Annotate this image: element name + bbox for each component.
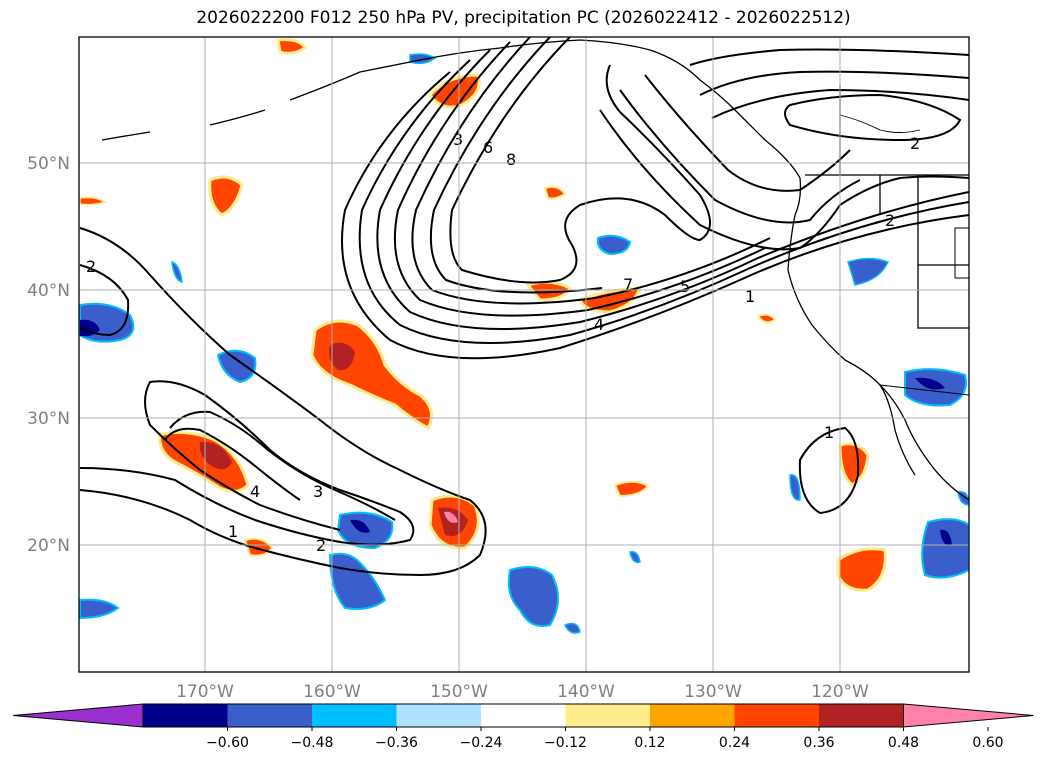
neg-blob (940, 529, 952, 546)
neg-blob (629, 550, 641, 564)
colorbar-tick-label: 0.36 (803, 735, 834, 751)
colorbar-segment (819, 704, 904, 727)
lon-label: 150°W (430, 682, 488, 702)
pv-contour (644, 74, 851, 192)
pos-blob (199, 441, 232, 470)
colorbar-segment (481, 704, 566, 727)
contour-label: 2 (885, 211, 895, 230)
lon-label: 140°W (557, 682, 615, 702)
neg-blob (350, 519, 370, 533)
contour-label: 2 (910, 134, 920, 153)
lon-label: 160°W (303, 682, 361, 702)
pos-blob (756, 313, 777, 324)
pos-blob (543, 185, 567, 200)
contour-label: 7 (623, 275, 633, 294)
pos-blob (444, 511, 458, 523)
lat-label: 40°N (27, 281, 70, 301)
precip-positive-areas (79, 38, 887, 592)
contour-label: 4 (250, 482, 260, 501)
pv-contour (599, 109, 969, 251)
pos-blob (836, 547, 887, 592)
neg-blob (789, 473, 801, 501)
gridlines (79, 37, 969, 672)
map-frame (78, 36, 970, 673)
neg-blob (596, 234, 632, 256)
pv-contour (169, 410, 396, 521)
colorbar-segment (143, 704, 228, 727)
contour-label: 3 (313, 482, 323, 501)
neg-blob (216, 349, 257, 384)
colorbar-border (142, 703, 904, 728)
coastlines (101, 39, 969, 501)
colorbar-segment (565, 704, 651, 727)
colorbar-segment (734, 704, 820, 727)
contour-label: 1 (745, 287, 755, 306)
pv-contour (784, 93, 962, 142)
contour-label: 2 (86, 257, 96, 276)
pv-contour (449, 37, 711, 284)
contour-label: 5 (680, 277, 690, 296)
neg-blob (79, 598, 120, 620)
colorbar-tick-label: 0.12 (634, 735, 665, 751)
pv-contour (711, 88, 969, 119)
contour-label: 4 (594, 315, 604, 334)
pv-contour (79, 264, 130, 337)
neg-blob (921, 518, 969, 579)
pv-contour (393, 41, 766, 317)
precip-negative-areas (79, 53, 969, 634)
lon-label: 120°W (811, 682, 869, 702)
colorbar-extend-max (903, 703, 1034, 728)
neg-blob (507, 565, 559, 627)
map-title: 2026022200 F012 250 hPa PV, precipitatio… (196, 8, 851, 28)
pos-blob (79, 196, 107, 206)
lat-labels: 50°N 40°N 30°N 20°N (27, 154, 70, 556)
neg-blob (847, 257, 890, 286)
colorbar-segment (312, 704, 397, 727)
neg-blob (915, 377, 945, 390)
lat-label: 30°N (27, 409, 70, 429)
colorbar-tick-label: 0.60 (972, 735, 1003, 751)
pv-contour (689, 48, 969, 66)
lon-label: 130°W (684, 682, 742, 702)
colorbar-tick-label: 0.24 (719, 735, 750, 751)
colorbar-extend-min (12, 703, 144, 728)
contour-label: 8 (506, 150, 516, 169)
pv-contour (376, 49, 969, 330)
pv-contour (798, 426, 860, 515)
contour-label: 3 (453, 130, 463, 149)
neg-blob (328, 552, 387, 610)
pv-contour (699, 70, 969, 96)
lon-label: 170°W (176, 682, 234, 702)
pos-blob (208, 175, 244, 217)
lat-label: 50°N (27, 154, 70, 174)
pos-blob (329, 342, 355, 371)
colorbar-segment (227, 704, 313, 727)
neg-blob (171, 260, 183, 283)
pv-contour (341, 71, 969, 360)
colorbar-tick-label: −0.48 (291, 735, 334, 751)
pv-contour (619, 89, 861, 224)
lon-labels: 170°W 160°W 150°W 140°W 130°W 120°W (176, 682, 869, 702)
contour-label: 1 (824, 423, 834, 442)
colorbar-tick-label: −0.24 (460, 735, 503, 751)
lat-label: 20°N (27, 536, 70, 556)
colorbar-segment (396, 704, 482, 727)
pos-blob (613, 480, 650, 498)
colorbar-tick-label: 0.48 (888, 735, 919, 751)
colorbar-tick-label: −0.60 (206, 735, 249, 751)
colorbar-tick-label: −0.36 (375, 735, 418, 751)
pv-contour (429, 37, 603, 294)
colorbar-segment (650, 704, 735, 727)
colorbar-tick-label: −0.12 (544, 735, 587, 751)
neg-blob (563, 622, 581, 634)
pv-contour (164, 427, 301, 501)
contour-label: 6 (483, 138, 493, 157)
contour-label: 1 (228, 522, 238, 541)
pos-blob (276, 38, 307, 55)
colorbar: −0.60 −0.48 −0.36 −0.24 −0.12 0.12 0.24 0.36 0.4… (12, 703, 1034, 751)
